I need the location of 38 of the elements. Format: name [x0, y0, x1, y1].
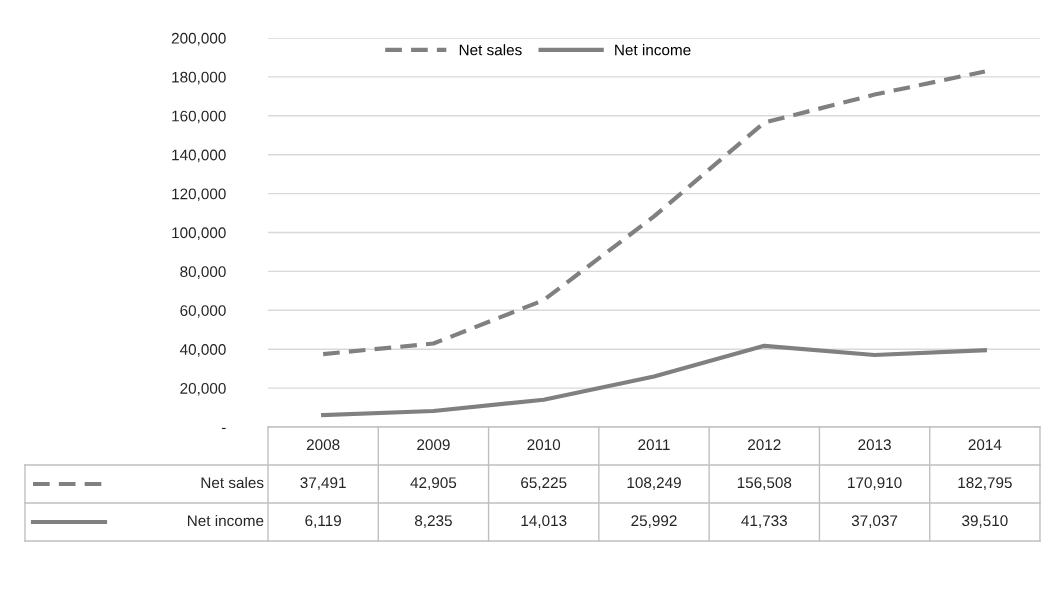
data-label: 8,235	[414, 515, 452, 528]
y-tick-label: 120,000	[172, 188, 226, 202]
data-label: 42,905	[410, 477, 457, 490]
y-tick-label: 160,000	[172, 110, 226, 124]
data-label: 170,910	[848, 477, 902, 490]
y-tick-label: 180,000	[172, 71, 226, 85]
y-tick-label: 80,000	[180, 266, 226, 279]
y-tick-label: 40,000	[179, 344, 226, 357]
y-tick-label: 140,000	[172, 149, 226, 163]
y-tick-label: 60,000	[180, 305, 226, 318]
y-tick-label: 100,000	[172, 227, 226, 240]
line-series	[321, 69, 987, 357]
x-tick-label: 2014	[968, 439, 1002, 451]
data-label: 14,013	[521, 515, 567, 528]
data-label: 39,510	[962, 515, 1008, 528]
x-tick-label: 2010	[527, 439, 561, 451]
data-label: 41,733	[741, 515, 787, 528]
x-tick-label: 2009	[417, 439, 450, 451]
data-label: 6,119	[305, 515, 341, 528]
data-label: 25,992	[631, 515, 677, 528]
legend-label: Net sales	[459, 44, 522, 56]
data-label: 108,249	[627, 477, 681, 490]
text: Net sales	[201, 476, 264, 489]
y-tick-label: 200,000	[171, 32, 226, 46]
x-tick-label: 2013	[858, 439, 891, 451]
data-label: 156,508	[737, 477, 792, 490]
y-tick-label: -	[221, 427, 226, 430]
text: Net income	[187, 514, 264, 527]
data-label: 182,795	[958, 477, 1012, 490]
data-label: 37,491	[300, 477, 346, 490]
x-tick-label: 2008	[306, 439, 340, 451]
y-tick-label: 20,000	[180, 382, 226, 396]
line-series	[321, 343, 987, 418]
x-tick-label: 2011	[638, 439, 670, 451]
x-tick-label: 2012	[748, 439, 781, 451]
data-label: 65,225	[521, 477, 567, 490]
legend-label: Net income	[615, 44, 691, 56]
data-label: 37,037	[851, 515, 898, 528]
